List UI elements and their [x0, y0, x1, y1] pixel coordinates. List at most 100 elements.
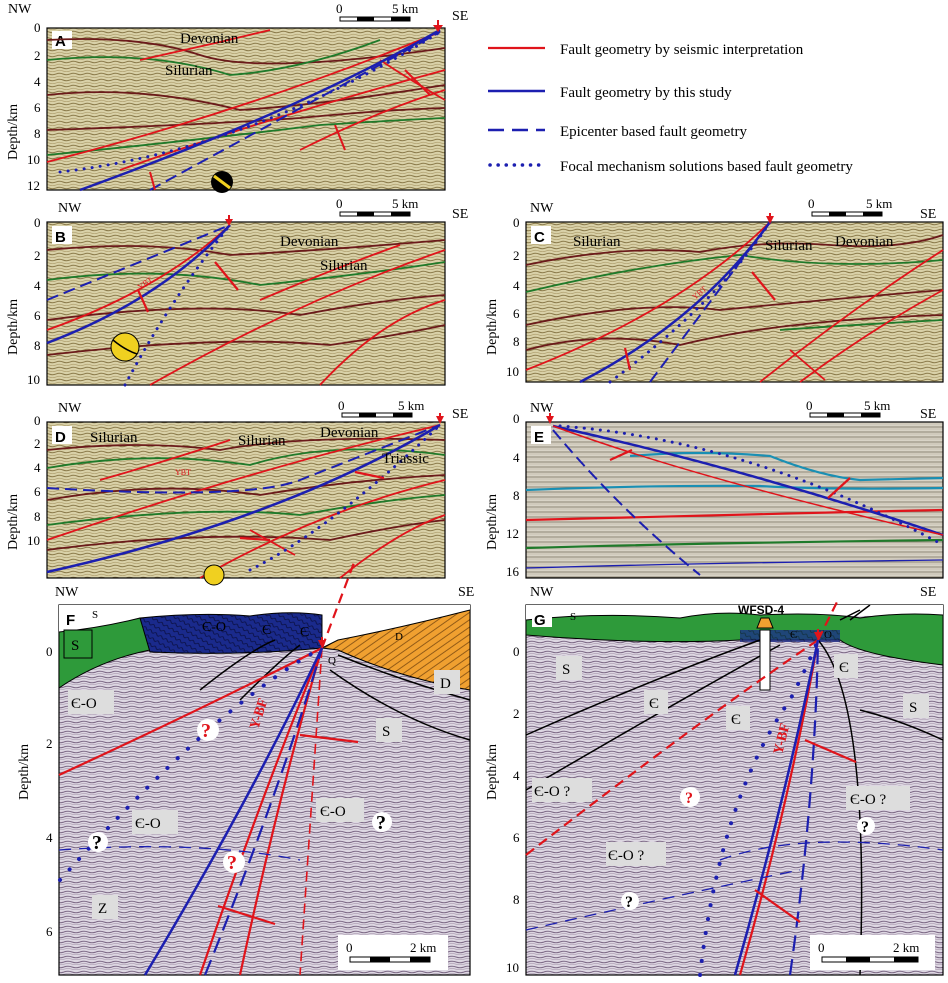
- query-marks: ? ? ?: [621, 787, 875, 911]
- panel-label: B: [55, 229, 66, 246]
- seismic-section: [46, 421, 446, 579]
- svg-text:6: 6: [34, 484, 41, 499]
- svg-text:NW: NW: [58, 401, 82, 416]
- svg-text:2: 2: [34, 248, 41, 263]
- svg-text:Є-O: Є-O: [202, 620, 226, 635]
- seismic-section: [525, 421, 944, 579]
- svg-text:12: 12: [506, 526, 519, 541]
- svg-text:Є-O ?: Є-O ?: [534, 784, 570, 800]
- svg-text:Є: Є: [649, 696, 659, 712]
- svg-text:Є-O ?: Є-O ?: [850, 792, 886, 808]
- seismic-section: [525, 221, 944, 383]
- svg-text:Triassic: Triassic: [382, 451, 429, 467]
- panel-g: NW SE G 0 2 4 6 8 10 Depth/km WFSD-4: [485, 585, 944, 977]
- svg-text:Q: Q: [328, 655, 336, 667]
- svg-text:D: D: [395, 631, 403, 643]
- svg-text:2: 2: [46, 736, 53, 751]
- focal-mechanism-icon: [110, 332, 140, 362]
- svg-text:6: 6: [46, 924, 53, 939]
- svg-text:8: 8: [34, 126, 41, 141]
- svg-text:?: ?: [625, 894, 633, 911]
- svg-text:Є-O: Є-O: [71, 696, 97, 712]
- svg-text:Depth/km: Depth/km: [6, 104, 21, 160]
- svg-text:O: O: [824, 629, 832, 641]
- fault-epicenter: [149, 31, 441, 191]
- svg-text:Devonian: Devonian: [320, 425, 379, 441]
- svg-text:4: 4: [34, 74, 41, 89]
- svg-text:4: 4: [513, 450, 520, 465]
- panel-c: NW SE 0 5 km C 0 2 4 6 8 10 Depth/km: [485, 196, 944, 384]
- svg-text:?: ?: [376, 812, 386, 834]
- svg-text:Є-O: Є-O: [320, 804, 346, 820]
- panel-f: NW SE F 0 2 4 6 Depth/km: [17, 559, 474, 976]
- svg-text:NW: NW: [530, 401, 554, 416]
- svg-text:4: 4: [34, 460, 41, 475]
- svg-text:Є-O: Є-O: [135, 816, 161, 832]
- scale-bar: 0 2 km: [338, 935, 448, 970]
- depth-axis: 0 2 4 6 8 10 12 Depth/km: [6, 20, 41, 193]
- svg-text:10: 10: [27, 152, 40, 167]
- panel-label: E: [534, 429, 544, 446]
- svg-text:?: ?: [861, 819, 869, 836]
- depth-axis: 0 2 4 6 8 10 Depth/km: [485, 644, 520, 975]
- svg-text:0: 0: [46, 644, 53, 659]
- svg-text:SE: SE: [452, 407, 468, 422]
- svg-text:16: 16: [506, 564, 520, 579]
- scale-bar: 0 5 km: [338, 398, 424, 418]
- orientation-right: SE: [452, 9, 468, 24]
- fault-focal: [58, 30, 442, 174]
- svg-text:6: 6: [34, 308, 41, 323]
- svg-text:YBT: YBT: [175, 468, 191, 477]
- svg-text:Depth/km: Depth/km: [6, 299, 21, 355]
- svg-text:NW: NW: [58, 201, 82, 216]
- svg-text:10: 10: [506, 364, 519, 379]
- panel-e: NW SE 0 5 km E 0 4 8 12 16 Depth/km: [485, 398, 945, 579]
- focal-mechanism-icon: [203, 564, 225, 586]
- panel-label: C: [534, 229, 545, 246]
- svg-text:12: 12: [27, 178, 40, 193]
- panel-label: G: [534, 612, 546, 629]
- svg-text:NW: NW: [55, 585, 79, 600]
- svg-text:Z: Z: [98, 901, 107, 917]
- svg-text:S: S: [562, 662, 570, 678]
- svg-text:0: 0: [34, 215, 41, 230]
- scale-bar: 0 5 km: [336, 1, 418, 22]
- svg-text:4: 4: [34, 278, 41, 293]
- svg-text:0: 0: [338, 398, 345, 413]
- svg-text:Є: Є: [839, 660, 849, 676]
- svg-text:Є: Є: [262, 623, 271, 638]
- svg-text:6: 6: [513, 830, 520, 845]
- svg-text:5 km: 5 km: [398, 398, 424, 413]
- legend: Fault geometry by seismic interpretation…: [488, 42, 853, 175]
- svg-text:Depth/km: Depth/km: [17, 744, 32, 800]
- svg-text:S: S: [909, 700, 917, 716]
- svg-text:S: S: [570, 611, 576, 623]
- svg-text:4: 4: [46, 830, 53, 845]
- svg-text:?: ?: [227, 852, 237, 874]
- svg-text:8: 8: [513, 488, 520, 503]
- svg-text:0: 0: [336, 196, 343, 211]
- svg-text:Є-O ?: Є-O ?: [608, 848, 644, 864]
- svg-text:8: 8: [513, 334, 520, 349]
- svg-text:2: 2: [34, 436, 41, 451]
- svg-text:10: 10: [506, 960, 519, 975]
- scale-bar: 0 5 km: [336, 196, 418, 217]
- svg-text:?: ?: [92, 832, 102, 854]
- scale-bar: 0 5 km: [806, 398, 890, 418]
- svg-text:0: 0: [806, 398, 813, 413]
- depth-axis: 0 4 8 12 16 Depth/km: [485, 411, 520, 579]
- svg-text:?: ?: [201, 720, 211, 742]
- svg-text:Є: Є: [790, 629, 797, 641]
- depth-axis: 0 2 4 6 Depth/km: [17, 644, 53, 939]
- formation-label: Devonian: [180, 31, 239, 47]
- fault-this-study: [79, 28, 441, 192]
- svg-text:D: D: [440, 676, 451, 692]
- depth-axis: 0 2 4 6 8 10 Depth/km: [485, 215, 520, 379]
- fault-label: Y-BF: [771, 722, 793, 756]
- svg-text:2: 2: [513, 248, 520, 263]
- svg-text:0: 0: [34, 20, 41, 35]
- depth-axis: 0 2 4 6 8 10 Depth/km: [6, 215, 41, 387]
- svg-text:5 km: 5 km: [392, 1, 418, 16]
- legend-item-label: Fault geometry by seismic interpretation: [560, 42, 804, 58]
- formation-label: Silurian: [165, 63, 213, 79]
